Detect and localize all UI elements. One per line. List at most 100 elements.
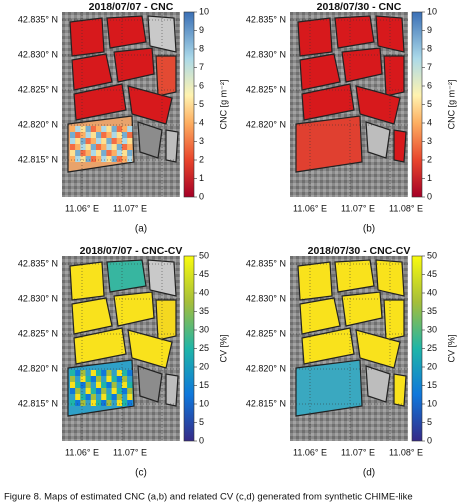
field [113,47,155,83]
pixel [101,126,107,132]
pixel [75,144,81,150]
colorbar-tick-label: 5 [427,99,432,109]
pixel [101,138,107,144]
lat-label: 42.835° N [246,258,286,268]
pixel [106,370,112,376]
pixel [101,370,107,376]
colorbar-tick-label: 40 [427,287,437,297]
pixel [80,400,86,406]
pixel [90,144,96,150]
colorbar-tick-label: 10 [199,398,209,408]
panel: 2018/07/30 - CNC-CV 42.835° N 42.830° N 42.… [246,245,457,479]
pixel [127,382,133,388]
colorbar-tick-label: 2 [427,154,432,164]
pixel [122,126,128,132]
pixel [96,394,102,400]
pixel [75,394,81,400]
colorbar-tick-label: 25 [199,343,209,353]
lat-label: 42.820° N [18,363,58,373]
field [393,373,407,407]
pixel [70,388,76,394]
lat-label: 42.825° N [18,328,58,338]
pixel [90,376,96,382]
pixel [111,376,117,382]
pixel [116,132,122,138]
pixel [116,370,122,376]
field [295,115,363,173]
pixel [90,370,96,376]
colorbar-tick-label: 45 [427,269,437,279]
pixel [70,156,76,162]
pixel [116,394,122,400]
pixel [106,132,112,138]
pixel [101,382,107,388]
colorbar-tick-label: 50 [199,250,209,260]
field [301,327,355,365]
field [155,55,177,97]
pixel [111,394,117,400]
colorbar-tick-label: 4 [199,117,204,127]
pixel [122,132,128,138]
pixel [106,144,112,150]
pixel [70,370,76,376]
colorbar [183,11,195,198]
pixel [122,376,128,382]
lon-label: 11.08° E [389,447,423,457]
lat-label: 42.835° N [18,258,58,268]
pixel [80,150,86,156]
panel: 2018/07/30 - CNC 42.835° N 42.830° N 42.825… [246,1,457,235]
pixel [75,388,81,394]
panel-label: (b) [363,224,375,235]
pixel [101,156,107,162]
field [301,83,355,121]
pixel [70,400,76,406]
pixel [127,400,133,406]
colorbar-tick-label: 0 [199,435,204,445]
field [334,15,375,49]
pixel [85,156,91,162]
colorbar-tick-label: 9 [427,25,432,35]
pixel [70,150,76,156]
panel-title: 2018/07/07 - CNC-CV [80,245,183,257]
colorbar-tick-label: 9 [199,25,204,35]
lon-label: 11.06° E [65,447,99,457]
pixel [111,370,117,376]
pixel [122,144,128,150]
field [341,291,383,327]
pixel [96,388,102,394]
pixel [80,138,86,144]
colorbar-tick-label: 45 [199,269,209,279]
field [155,299,177,341]
colorbar-label: CV [%] [446,334,456,362]
pixel [85,132,91,138]
pixel [80,144,86,150]
pixel [116,156,122,162]
colorbar-tick-label: 10 [427,6,437,16]
pixel [85,126,91,132]
pixel [75,376,81,382]
lat-label: 42.815° N [246,398,286,408]
pixel [111,138,117,144]
pixel [111,382,117,388]
colorbar-tick-label: 0 [427,435,432,445]
pixel [75,138,81,144]
pixel [90,126,96,132]
colorbar [411,11,423,198]
colorbar [183,255,195,442]
field [113,291,155,327]
colorbar-tick-label: 25 [427,343,437,353]
field [69,261,105,301]
pixel [96,138,102,144]
colorbar-tick-label: 0 [427,191,432,201]
pixel [80,382,86,388]
pixel [116,388,122,394]
field [365,121,391,159]
lat-label: 42.830° N [246,293,286,303]
pixel [122,156,128,162]
pixel [106,388,112,394]
pixel [85,150,91,156]
pixel [106,156,112,162]
field [297,17,333,57]
pixel [127,376,133,382]
pixel [127,156,133,162]
